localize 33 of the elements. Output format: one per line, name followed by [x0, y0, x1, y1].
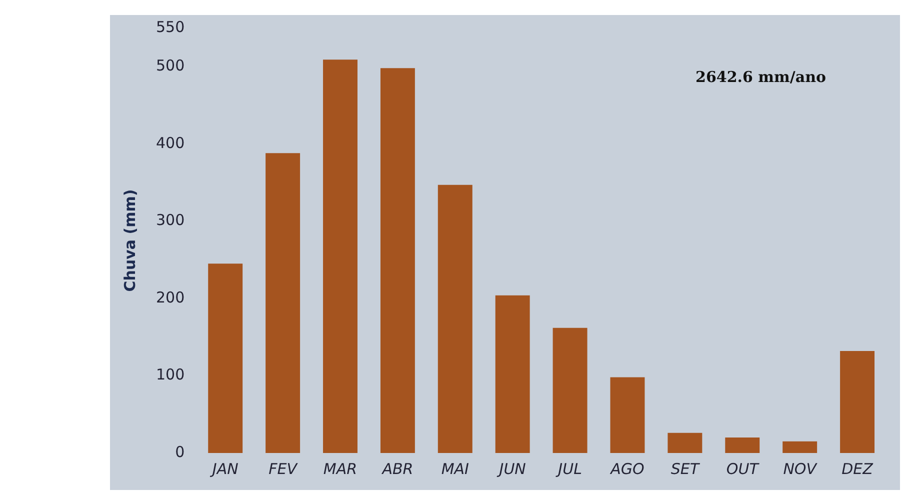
x-tick-label: FEV: [268, 460, 299, 478]
annotation: 2642.6 mm/ano: [696, 68, 826, 86]
bar: [495, 295, 530, 453]
x-tick-label: MAI: [441, 460, 470, 478]
y-tick-label: 500: [156, 56, 185, 75]
x-tick-label: NOV: [783, 460, 818, 478]
bar: [840, 351, 875, 453]
x-tick-label: SET: [670, 460, 701, 478]
x-tick-label: ABR: [381, 460, 414, 478]
y-tick-label: 200: [156, 288, 185, 306]
y-tick-label: 0: [175, 442, 185, 461]
bar: [668, 432, 702, 453]
bar: [438, 184, 472, 453]
y-tick-label: 300: [156, 211, 185, 230]
x-tick-label: JUL: [555, 460, 582, 478]
bar: [323, 60, 358, 453]
x-tick-label: MAR: [323, 460, 358, 478]
bar: [208, 264, 243, 453]
x-tick-label: DEZ: [842, 460, 874, 478]
bar: [782, 441, 818, 453]
x-tick-label: JAN: [209, 460, 238, 478]
bar: [552, 328, 588, 453]
y-tick-label: 100: [156, 366, 185, 384]
y-tick-label: 400: [156, 134, 185, 152]
y-tick-label: 550: [156, 18, 185, 36]
bar: [610, 377, 645, 453]
bar: [266, 153, 300, 453]
bar: [380, 68, 415, 453]
x-tick-label: JUN: [496, 460, 526, 478]
x-tick-label: AGO: [610, 460, 645, 478]
x-tick-label: OUT: [726, 460, 760, 478]
y-axis-title: Chuva (mm): [120, 189, 139, 292]
bar: [725, 438, 760, 453]
